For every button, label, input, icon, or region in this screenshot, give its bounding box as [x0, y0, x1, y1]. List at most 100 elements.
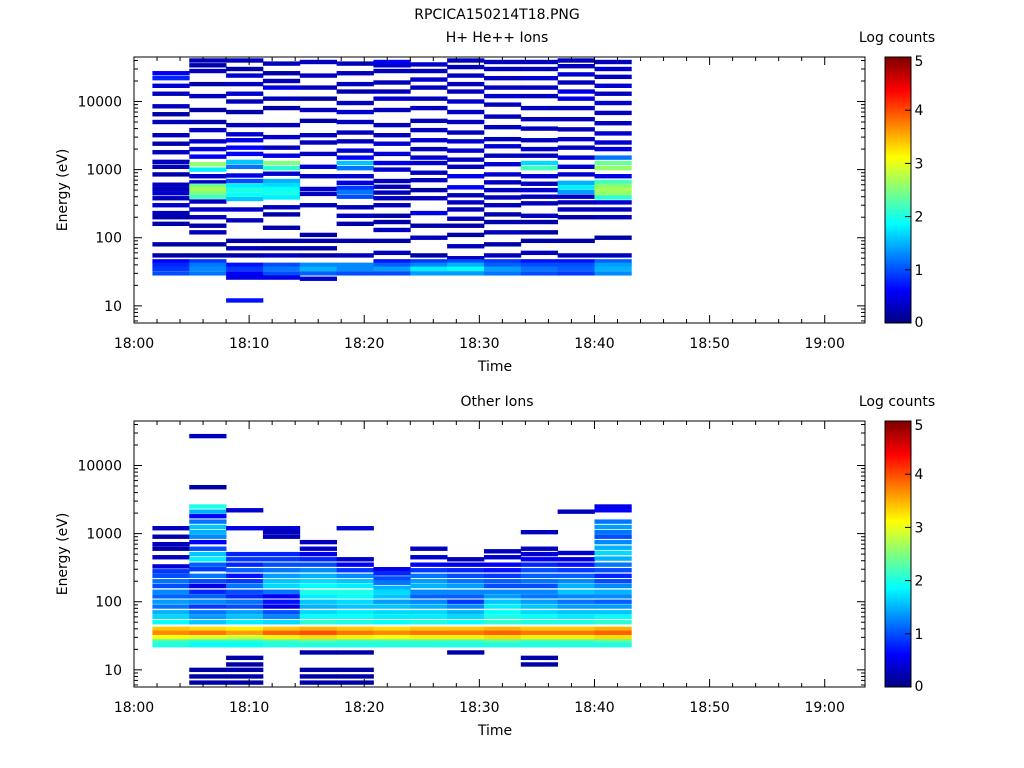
spectrogram-cell — [299, 203, 338, 208]
colorbar-segment — [885, 644, 911, 647]
colorbar-segment — [885, 204, 911, 207]
spectrogram-cell — [336, 526, 374, 531]
spectrogram-cell — [189, 504, 227, 509]
colorbar-segment — [885, 237, 911, 240]
colorbar-segment — [885, 609, 911, 612]
spectrogram-cell — [299, 164, 338, 169]
colorbar-segment — [885, 670, 911, 674]
colorbar-segment — [885, 91, 911, 95]
spectrogram-cell — [520, 583, 559, 589]
colorbar-segment — [885, 208, 911, 211]
spectrogram-cell — [152, 555, 190, 560]
colorbar-tick-label: 3 — [915, 520, 924, 536]
colorbar-tick-label: 4 — [915, 103, 924, 119]
spectrogram-cell — [262, 583, 301, 589]
colorbar-segment — [885, 463, 911, 467]
spectrogram-cell — [594, 91, 632, 96]
spectrogram-cell — [152, 191, 190, 196]
axes: 18:00 18:10 18:20 18:30 18:40 18:50 19:00 10 100… — [77, 421, 865, 716]
spectrogram-cell — [336, 61, 374, 66]
spectrogram-cell — [447, 58, 485, 63]
colorbar-segment — [885, 447, 911, 451]
spectrogram-cell — [336, 626, 374, 632]
spectrogram-cell — [447, 604, 485, 609]
colorbar-segment — [885, 275, 911, 279]
spectrogram-cell — [373, 639, 411, 644]
spectrogram-cell — [373, 59, 411, 65]
spectrogram-cell — [410, 546, 448, 551]
spectrogram-cell — [483, 562, 522, 567]
spectrogram-cell — [262, 246, 301, 251]
colorbar-segment — [885, 228, 911, 232]
spectrogram-cell — [189, 433, 227, 439]
spectrogram-cell — [262, 153, 301, 158]
spectrogram-cell — [299, 650, 338, 655]
spectrogram-cell — [373, 620, 411, 625]
spectrogram-cell — [262, 551, 301, 557]
spectrogram-cell — [262, 61, 301, 66]
colorbar-segment — [885, 433, 911, 436]
panel-title: H+ He++ Ions — [446, 30, 549, 46]
colorbar-segment — [885, 599, 911, 602]
spectrogram-cell — [262, 534, 301, 539]
spectrogram-cell — [373, 271, 411, 276]
spectrogram-cell — [594, 186, 632, 192]
spectrogram-cell — [189, 63, 227, 68]
spectrogram-cell — [594, 620, 632, 625]
spectrogram-cell — [189, 643, 227, 648]
spectrogram-cell — [410, 223, 448, 228]
spectrogram-cell — [373, 178, 411, 184]
spectrogram-cell — [373, 643, 411, 648]
colorbar-segment — [885, 85, 911, 89]
spectrogram-cell — [336, 119, 374, 125]
spectrogram-cell — [410, 630, 448, 635]
colorbar-segment — [885, 277, 911, 281]
colorbar-segment — [885, 144, 911, 148]
spectrogram-cell — [410, 573, 448, 579]
spectrogram-cell — [447, 650, 485, 655]
spectrogram-cell — [447, 119, 485, 125]
spectrogram-cell — [262, 562, 301, 567]
spectrogram-cell — [557, 180, 595, 186]
x-tick-label: 18:10 — [229, 700, 269, 716]
spectrogram-cell — [226, 275, 264, 280]
spectrogram-cell — [410, 266, 448, 271]
spectrogram-cell — [447, 99, 485, 104]
colorbar-segment — [885, 541, 911, 545]
spectrogram-cell — [447, 573, 485, 579]
spectrogram-cell — [152, 91, 190, 96]
spectrogram-cell — [152, 589, 190, 594]
colorbar-segment — [885, 558, 911, 561]
spectrogram-cell — [226, 99, 264, 104]
colorbar-segment — [885, 95, 911, 99]
colorbar-segment — [885, 116, 911, 119]
colorbar-segment — [885, 627, 911, 631]
spectrogram-cell — [336, 81, 374, 87]
colorbar-tick-label: 1 — [915, 263, 924, 279]
colorbar-segment — [885, 226, 911, 230]
spectrogram-cell — [594, 630, 632, 635]
spectrogram-cell — [152, 262, 190, 268]
spectrogram-cell — [336, 680, 374, 685]
spectrogram-cell — [226, 132, 264, 137]
spectrogram-cell — [152, 71, 190, 76]
x-tick-label: 18:00 — [114, 700, 154, 716]
spectrogram-cell — [336, 130, 374, 135]
colorbar-segment — [885, 75, 911, 78]
spectrogram-cell — [410, 105, 448, 111]
colorbar-segment — [885, 257, 911, 261]
spectrogram-cell — [226, 573, 264, 579]
spectrogram-cell — [410, 599, 448, 604]
spectrogram-cell — [299, 579, 338, 584]
spectrogram-cell — [520, 153, 559, 158]
colorbar-segment — [885, 59, 911, 62]
colorbar-segment — [885, 124, 911, 128]
spectrogram-cell — [520, 160, 559, 166]
colorbar-segment — [885, 650, 911, 653]
colorbar-segment — [885, 136, 911, 140]
colorbar-segment — [885, 660, 911, 663]
spectrogram-cell — [594, 165, 632, 171]
spectrogram-cell — [226, 218, 264, 223]
spectrogram-cell — [152, 253, 190, 258]
spectrogram-cell — [336, 557, 374, 562]
